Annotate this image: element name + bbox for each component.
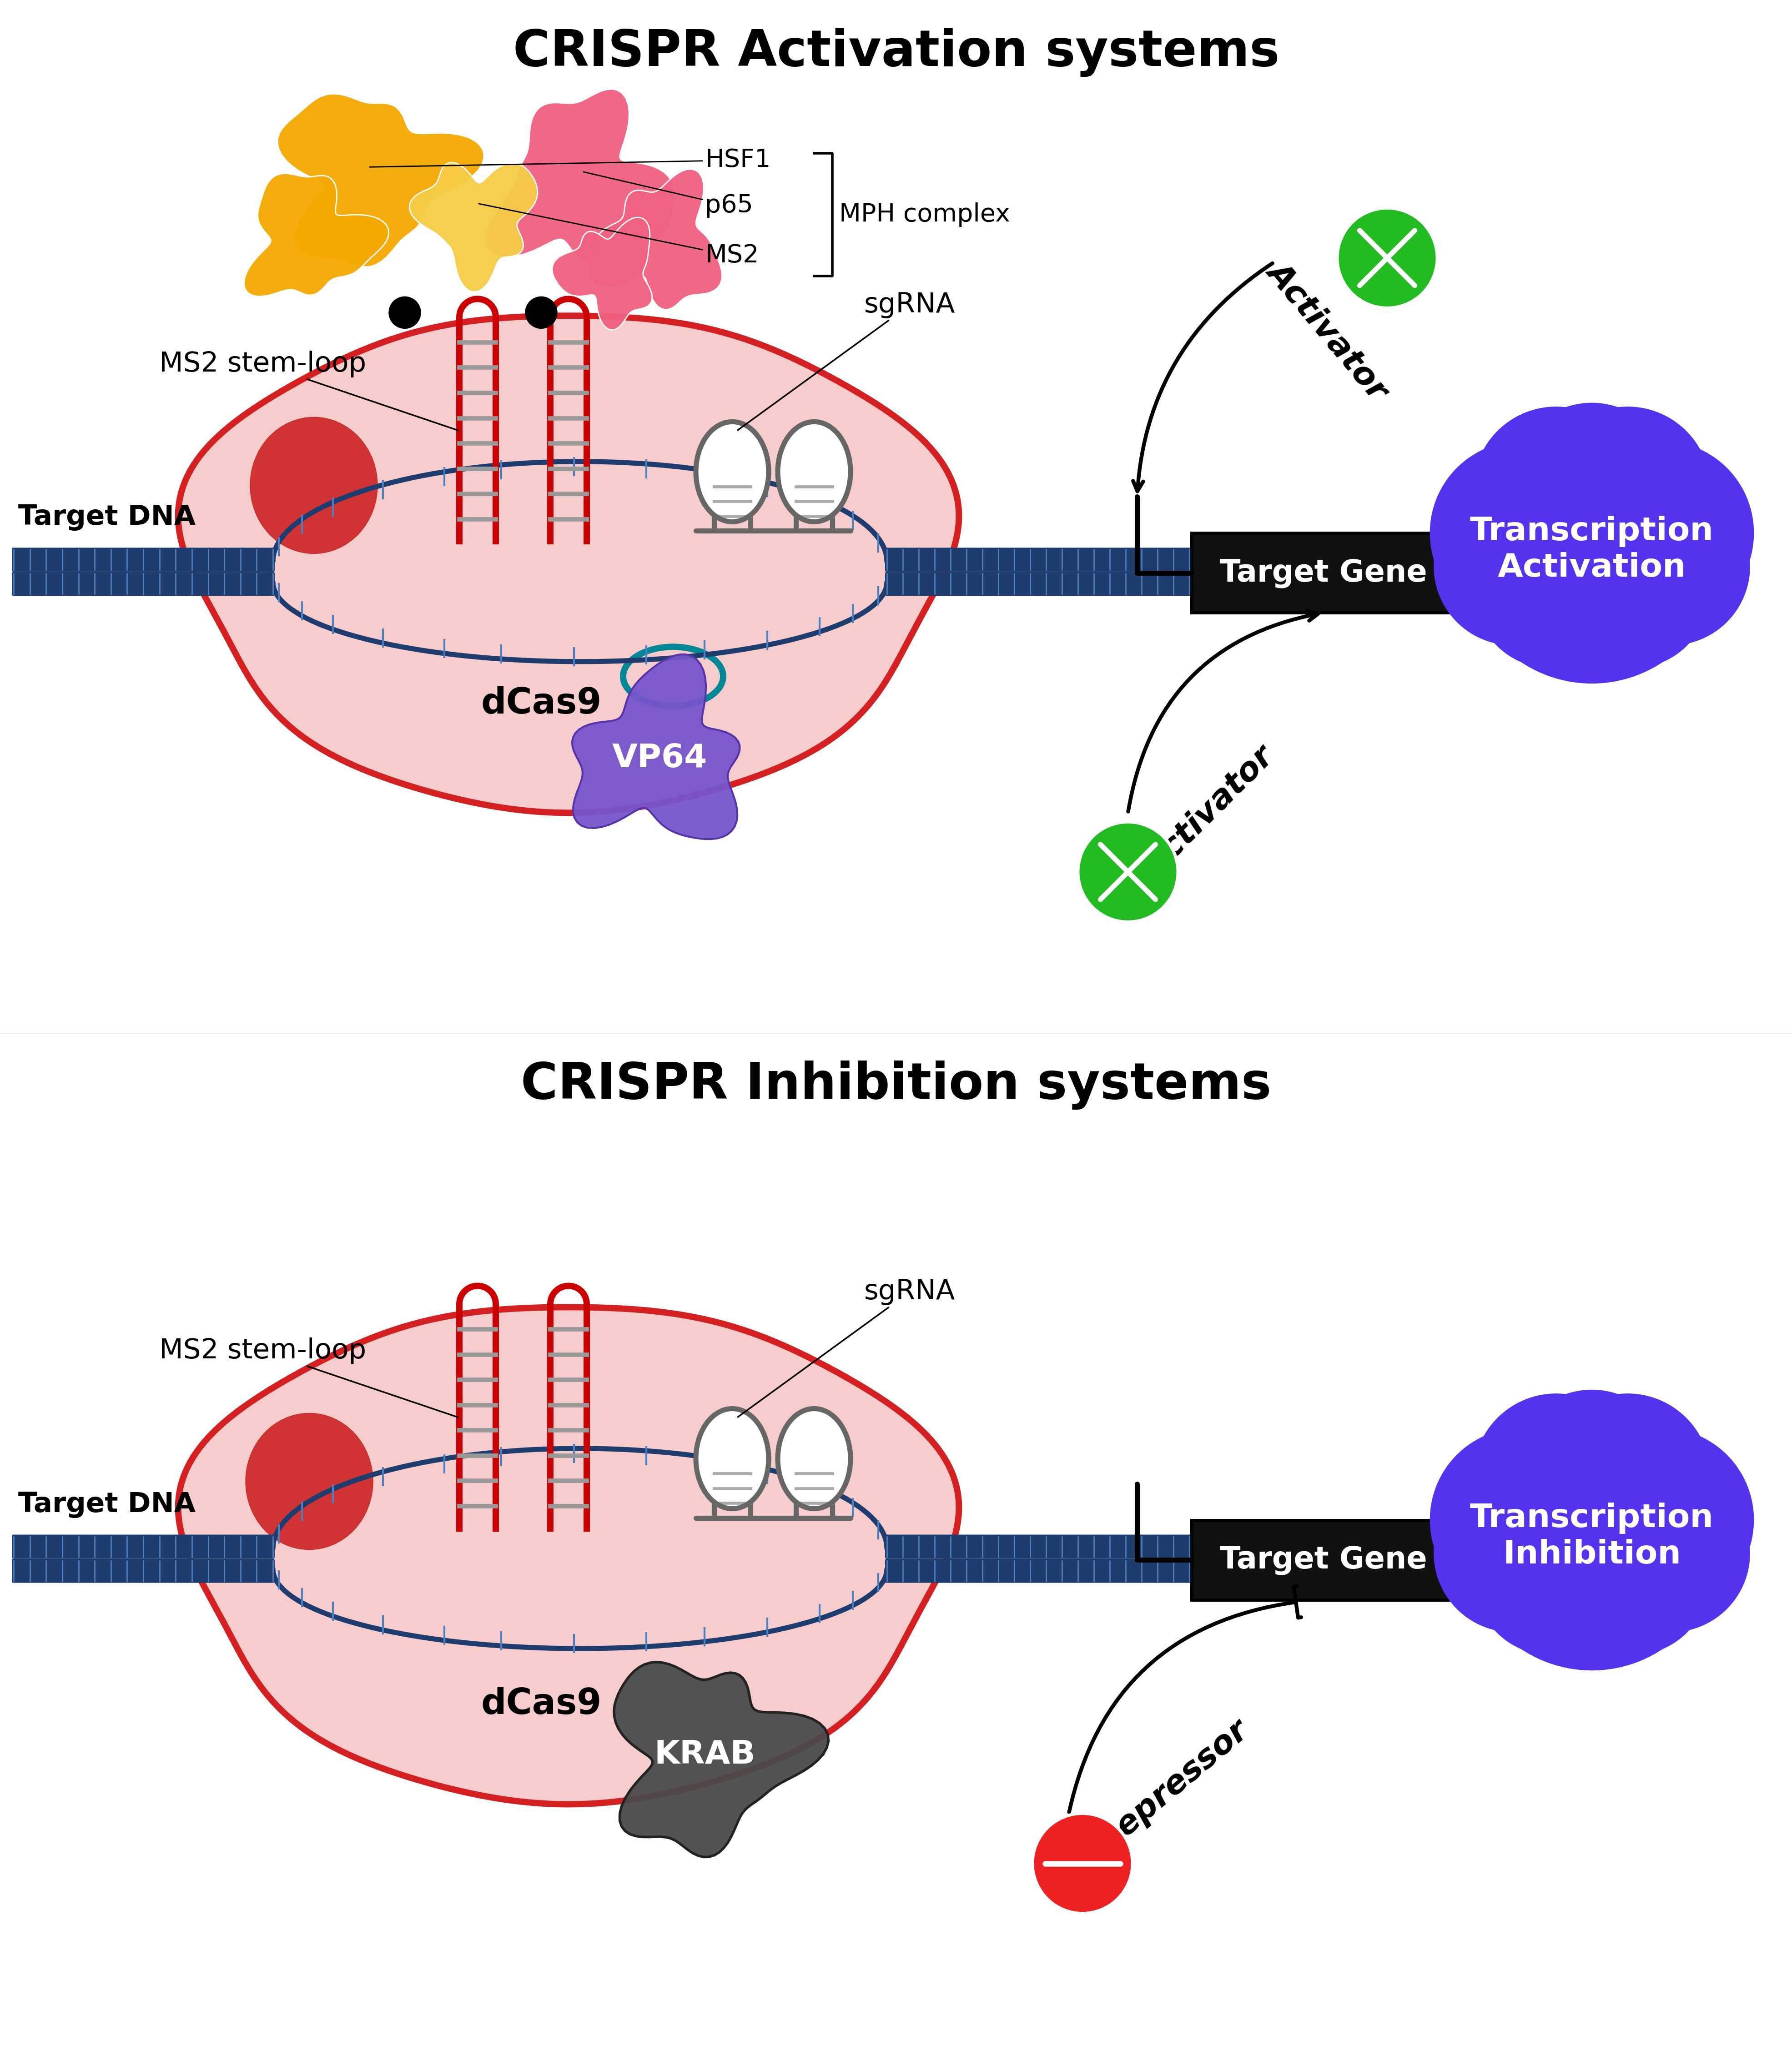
- Polygon shape: [177, 1308, 959, 1804]
- Text: Transcription
Activation: Transcription Activation: [1469, 516, 1713, 583]
- Text: Target DNA: Target DNA: [18, 504, 195, 531]
- Circle shape: [1555, 514, 1708, 667]
- Ellipse shape: [246, 1413, 373, 1550]
- Circle shape: [525, 298, 557, 328]
- Circle shape: [1545, 407, 1710, 572]
- Circle shape: [1512, 403, 1670, 562]
- Circle shape: [1475, 1502, 1627, 1655]
- Circle shape: [1591, 488, 1749, 645]
- FancyBboxPatch shape: [1202, 1558, 1321, 1583]
- Circle shape: [1077, 822, 1177, 921]
- Circle shape: [1473, 1395, 1638, 1560]
- Circle shape: [1555, 1502, 1708, 1655]
- FancyBboxPatch shape: [885, 572, 1206, 595]
- Text: Activator: Activator: [1138, 742, 1279, 884]
- Circle shape: [1434, 488, 1591, 645]
- Text: p65: p65: [582, 171, 753, 219]
- Circle shape: [1475, 514, 1627, 667]
- Circle shape: [1473, 407, 1638, 572]
- Polygon shape: [486, 89, 674, 262]
- FancyBboxPatch shape: [13, 1535, 274, 1558]
- FancyBboxPatch shape: [1202, 547, 1321, 572]
- Polygon shape: [778, 1409, 849, 1508]
- Text: dCas9: dCas9: [480, 1688, 602, 1721]
- Polygon shape: [177, 316, 959, 812]
- FancyBboxPatch shape: [13, 572, 274, 595]
- Circle shape: [1430, 1428, 1613, 1611]
- Circle shape: [1430, 442, 1613, 624]
- Polygon shape: [244, 174, 389, 295]
- Bar: [1192, 1521, 1455, 1599]
- FancyBboxPatch shape: [13, 547, 274, 572]
- Text: MPH complex: MPH complex: [839, 202, 1011, 227]
- Text: CRISPR Inhibition systems: CRISPR Inhibition systems: [521, 1060, 1271, 1109]
- Bar: [1192, 533, 1455, 614]
- Text: MS2 stem-loop: MS2 stem-loop: [159, 351, 459, 430]
- FancyBboxPatch shape: [885, 1558, 1206, 1583]
- Text: Repressor: Repressor: [1091, 1715, 1254, 1857]
- FancyBboxPatch shape: [1202, 1535, 1321, 1558]
- Circle shape: [1434, 1473, 1591, 1632]
- Text: Target Gene: Target Gene: [1220, 1545, 1426, 1574]
- Circle shape: [1032, 1814, 1133, 1913]
- Polygon shape: [409, 163, 538, 291]
- Text: dCas9: dCas9: [480, 686, 602, 721]
- Polygon shape: [552, 217, 652, 331]
- Polygon shape: [588, 169, 722, 310]
- Text: MS2 stem-loop: MS2 stem-loop: [159, 1337, 459, 1417]
- Circle shape: [1570, 442, 1753, 624]
- Text: Activator: Activator: [1262, 256, 1394, 405]
- Text: KRAB: KRAB: [654, 1740, 756, 1771]
- Text: CRISPR Activation systems: CRISPR Activation systems: [513, 27, 1279, 76]
- Circle shape: [389, 298, 421, 328]
- Polygon shape: [778, 421, 849, 523]
- Text: Target DNA: Target DNA: [18, 1492, 195, 1519]
- Text: HSF1: HSF1: [369, 149, 771, 171]
- Circle shape: [1545, 1395, 1710, 1560]
- Ellipse shape: [251, 417, 378, 554]
- Polygon shape: [695, 1409, 769, 1508]
- FancyBboxPatch shape: [1202, 572, 1321, 595]
- FancyArrowPatch shape: [1133, 262, 1272, 492]
- FancyArrowPatch shape: [1127, 612, 1317, 812]
- FancyArrowPatch shape: [1068, 1587, 1301, 1812]
- Polygon shape: [572, 655, 740, 839]
- FancyBboxPatch shape: [885, 547, 1206, 572]
- Circle shape: [1337, 209, 1437, 308]
- Circle shape: [1570, 1428, 1753, 1611]
- Circle shape: [1464, 428, 1719, 684]
- Polygon shape: [278, 93, 484, 267]
- Circle shape: [1512, 1390, 1670, 1547]
- Text: sgRNA: sgRNA: [738, 291, 955, 430]
- Circle shape: [1591, 1473, 1749, 1632]
- FancyBboxPatch shape: [885, 1535, 1206, 1558]
- Text: Transcription
Inhibition: Transcription Inhibition: [1469, 1502, 1713, 1570]
- Circle shape: [1464, 1415, 1719, 1669]
- Text: sgRNA: sgRNA: [738, 1279, 955, 1417]
- Text: MS2: MS2: [478, 205, 758, 269]
- Text: VP64: VP64: [611, 742, 708, 775]
- Text: Target Gene: Target Gene: [1220, 558, 1426, 589]
- FancyBboxPatch shape: [13, 1558, 274, 1583]
- Polygon shape: [615, 1661, 828, 1857]
- Polygon shape: [695, 421, 769, 523]
